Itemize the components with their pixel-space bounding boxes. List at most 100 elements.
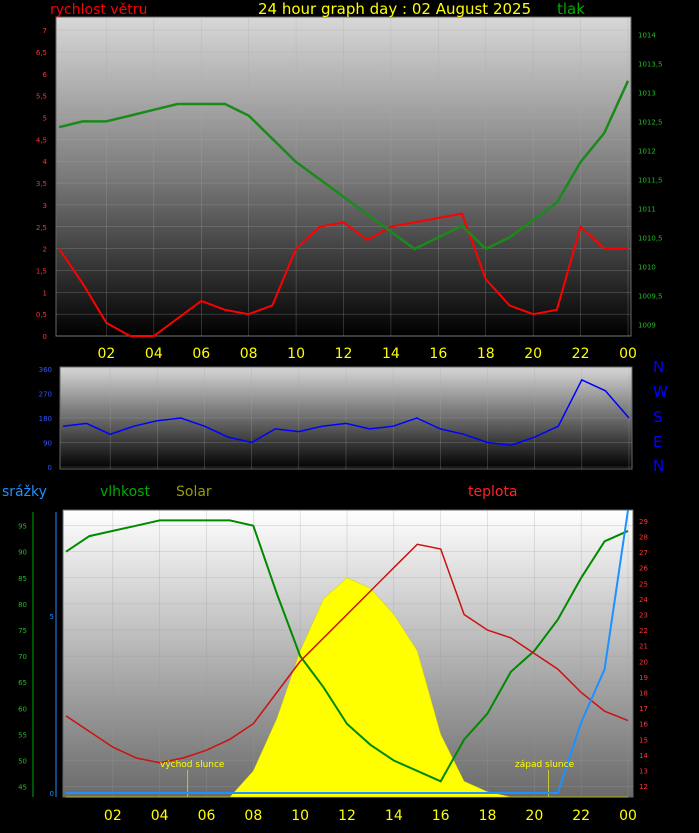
rain-label: srážky [2, 484, 47, 500]
temperature-label: teplota [468, 484, 518, 500]
y-temp-tick-label: 19 [639, 674, 648, 682]
y-left-tick-label: 5 [43, 115, 47, 123]
x-tick-label: 16 [432, 808, 450, 824]
y-temp-tick-label: 28 [639, 534, 648, 542]
solar-series-area [66, 577, 628, 798]
x-tick-label: 20 [525, 808, 543, 824]
sunrise-label: východ slunce [160, 760, 225, 770]
x-tick-label: 10 [291, 808, 309, 824]
wind-speed-series-line [58, 212, 628, 337]
y-temp-tick-label: 18 [639, 689, 648, 697]
y-right-tick-label: 1012 [638, 147, 656, 155]
solar-label: Solar [176, 484, 212, 500]
y-left-tick-label: 2 [43, 246, 47, 254]
temperature-series-line [65, 543, 629, 764]
compass-n-top: N [653, 358, 664, 376]
y-temp-tick-label: 14 [639, 752, 648, 760]
y-right-tick-label: 1013 [638, 89, 656, 97]
pressure-label: tlak [557, 0, 585, 18]
y-left-tick-label: 0 [43, 333, 47, 341]
y-right-tick-label: 1009,5 [638, 292, 663, 300]
compass-w: W [653, 383, 668, 401]
x-tick-label: 00 [619, 346, 637, 362]
y-left-tick-label: 1,5 [36, 267, 47, 275]
y-direction-tick-label: 180 [39, 415, 52, 423]
y-temp-tick-label: 21 [639, 643, 648, 651]
humidity-series-line [65, 519, 629, 783]
y-temp-tick-label: 17 [639, 705, 648, 713]
y-humidity-tick-label: 55 [18, 731, 27, 739]
y-humidity-tick-label: 95 [18, 523, 27, 531]
y-humidity-tick-label: 70 [18, 653, 27, 661]
humidity-label: vlhkost [100, 484, 151, 500]
y-temp-tick-label: 12 [639, 783, 648, 791]
wind-speed-label: rychlost větru [50, 2, 147, 18]
x-tick-label: 22 [572, 346, 590, 362]
compass-e: E [653, 433, 662, 451]
y-left-tick-label: 4 [43, 158, 48, 166]
compass-n-bottom: N [653, 457, 664, 475]
y-right-tick-label: 1009 [638, 321, 656, 329]
y-right-tick-label: 1010 [638, 263, 656, 271]
y-right-tick-label: 1013,5 [638, 60, 663, 68]
x-tick-label: 00 [619, 808, 637, 824]
y-right-tick-label: 1012,5 [638, 118, 663, 126]
y-left-tick-label: 5,5 [36, 93, 47, 101]
y-direction-tick-label: 360 [39, 366, 52, 374]
y-right-tick-label: 1014 [638, 31, 656, 39]
y-right-tick-label: 1011,5 [638, 176, 663, 184]
x-tick-label: 14 [385, 808, 403, 824]
x-tick-label: 10 [287, 346, 305, 362]
y-direction-tick-label: 90 [43, 440, 52, 448]
pressure-series-line [58, 80, 630, 251]
x-tick-label: 12 [335, 346, 353, 362]
x-tick-label: 20 [524, 346, 542, 362]
y-temp-tick-label: 13 [639, 767, 648, 775]
y-humidity-tick-label: 45 [18, 784, 27, 792]
y-left-tick-label: 3,5 [36, 180, 47, 188]
y-rain-tick-label: 5 [50, 613, 54, 621]
y-temp-tick-label: 29 [639, 518, 648, 526]
x-tick-label: 06 [198, 808, 216, 824]
x-tick-label: 08 [244, 808, 262, 824]
y-direction-tick-label: 270 [39, 391, 52, 399]
chart-title: 24 hour graph day : 02 August 2025 [258, 0, 531, 18]
x-tick-label: 18 [477, 346, 495, 362]
x-tick-label: 22 [572, 808, 590, 824]
y-temp-tick-label: 15 [639, 736, 648, 744]
x-tick-label: 16 [429, 346, 447, 362]
y-temp-tick-label: 22 [639, 627, 648, 635]
y-left-tick-label: 6,5 [36, 49, 47, 57]
y-left-tick-label: 7 [43, 27, 47, 35]
y-temp-tick-label: 16 [639, 721, 648, 729]
x-tick-label: 06 [192, 346, 210, 362]
y-right-tick-label: 1011 [638, 205, 656, 213]
y-temp-tick-label: 20 [639, 658, 648, 666]
y-humidity-tick-label: 60 [18, 705, 27, 713]
y-temp-tick-label: 24 [639, 596, 648, 604]
y-humidity-tick-label: 75 [18, 627, 27, 635]
x-tick-label: 02 [98, 346, 116, 362]
wind-direction-series-line [62, 378, 630, 446]
rain-series-line [66, 509, 629, 794]
y-rain-tick-label: 0 [50, 790, 54, 798]
y-left-tick-label: 1 [43, 289, 47, 297]
x-tick-label: 12 [338, 808, 356, 824]
y-left-tick-label: 4,5 [36, 136, 47, 144]
y-humidity-tick-label: 90 [18, 549, 27, 557]
y-temp-tick-label: 23 [639, 612, 648, 620]
y-humidity-tick-label: 80 [18, 601, 27, 609]
y-humidity-tick-label: 65 [18, 679, 27, 687]
y-right-tick-label: 1010,5 [638, 234, 663, 242]
x-tick-label: 18 [479, 808, 497, 824]
y-temp-tick-label: 27 [639, 549, 648, 557]
y-direction-tick-label: 0 [48, 464, 52, 472]
y-left-tick-label: 3 [43, 202, 47, 210]
x-tick-label: 02 [104, 808, 122, 824]
y-left-tick-label: 0,5 [36, 311, 47, 319]
y-left-tick-label: 2,5 [36, 224, 47, 232]
x-tick-label: 04 [151, 808, 169, 824]
y-humidity-tick-label: 50 [18, 757, 27, 765]
x-tick-label: 14 [382, 346, 400, 362]
